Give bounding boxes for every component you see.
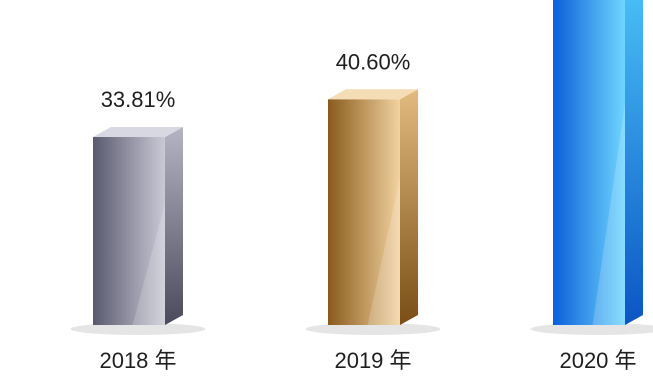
bars-layer [70, 0, 653, 335]
bar-top [93, 127, 183, 138]
bar-gloss [132, 202, 165, 325]
value-label: 40.60% [336, 49, 411, 74]
bar-top [328, 89, 418, 100]
bar-front-2018-年 [93, 137, 165, 325]
category-label: 2018 年 [99, 348, 176, 373]
bar-side [165, 127, 183, 325]
bar-shadow [530, 323, 653, 335]
bar-shadow [70, 323, 206, 335]
bar-shadow [305, 323, 441, 335]
bar-gloss [592, 103, 625, 326]
category-label: 2019 年 [334, 348, 411, 373]
bar-side [625, 0, 643, 325]
labels-layer: 33.81%2018 年40.60%2019 年61.22%2020 年 [99, 49, 636, 373]
bar-side [400, 89, 418, 325]
bar-front-2020-年 [553, 0, 625, 326]
bar-gloss [367, 178, 400, 325]
value-label: 33.81% [101, 87, 176, 112]
category-label: 2020 年 [559, 348, 636, 373]
bar-front-2019-年 [328, 99, 400, 325]
